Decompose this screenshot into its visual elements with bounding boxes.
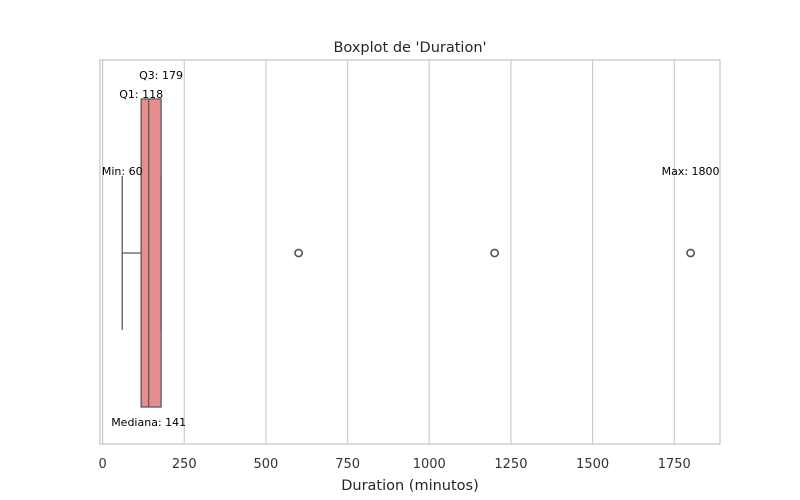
plot-frame xyxy=(99,59,721,445)
chart-title: Boxplot de 'Duration' xyxy=(333,40,486,56)
annotation-median: Mediana: 141 xyxy=(111,416,186,429)
x-tick-label-1000: 1000 xyxy=(413,457,446,472)
x-tick-label-1500: 1500 xyxy=(576,457,609,472)
grid-layer xyxy=(102,60,675,444)
x-tick-label-500: 500 xyxy=(254,457,279,472)
box-layer xyxy=(121,98,696,408)
x-tick-label-0: 0 xyxy=(98,457,106,472)
x-tick-label-750: 750 xyxy=(335,457,360,472)
annotation-max: Max: 1800 xyxy=(662,165,720,178)
annotation-q3: Q3: 179 xyxy=(139,69,183,82)
x-tick-label-1250: 1250 xyxy=(494,457,527,472)
annotation-q1: Q1: 118 xyxy=(119,88,163,101)
x-tick-labels: 0 250 500 750 1000 1250 1500 1750 xyxy=(98,457,690,472)
outlier-point-1200 xyxy=(490,248,500,258)
annotation-min: Min: 60 xyxy=(102,165,143,178)
outlier-point-1800 xyxy=(686,248,696,258)
x-tick-label-250: 250 xyxy=(172,457,197,472)
annotations: Q3: 179 Q1: 118 Min: 60 Max: 1800 Mediana: 1… xyxy=(102,69,720,429)
outlier-point-600 xyxy=(294,248,304,258)
iqr-box xyxy=(140,98,162,408)
x-axis-label: Duration (minutos) xyxy=(341,478,479,494)
x-tick-label-1750: 1750 xyxy=(658,457,691,472)
